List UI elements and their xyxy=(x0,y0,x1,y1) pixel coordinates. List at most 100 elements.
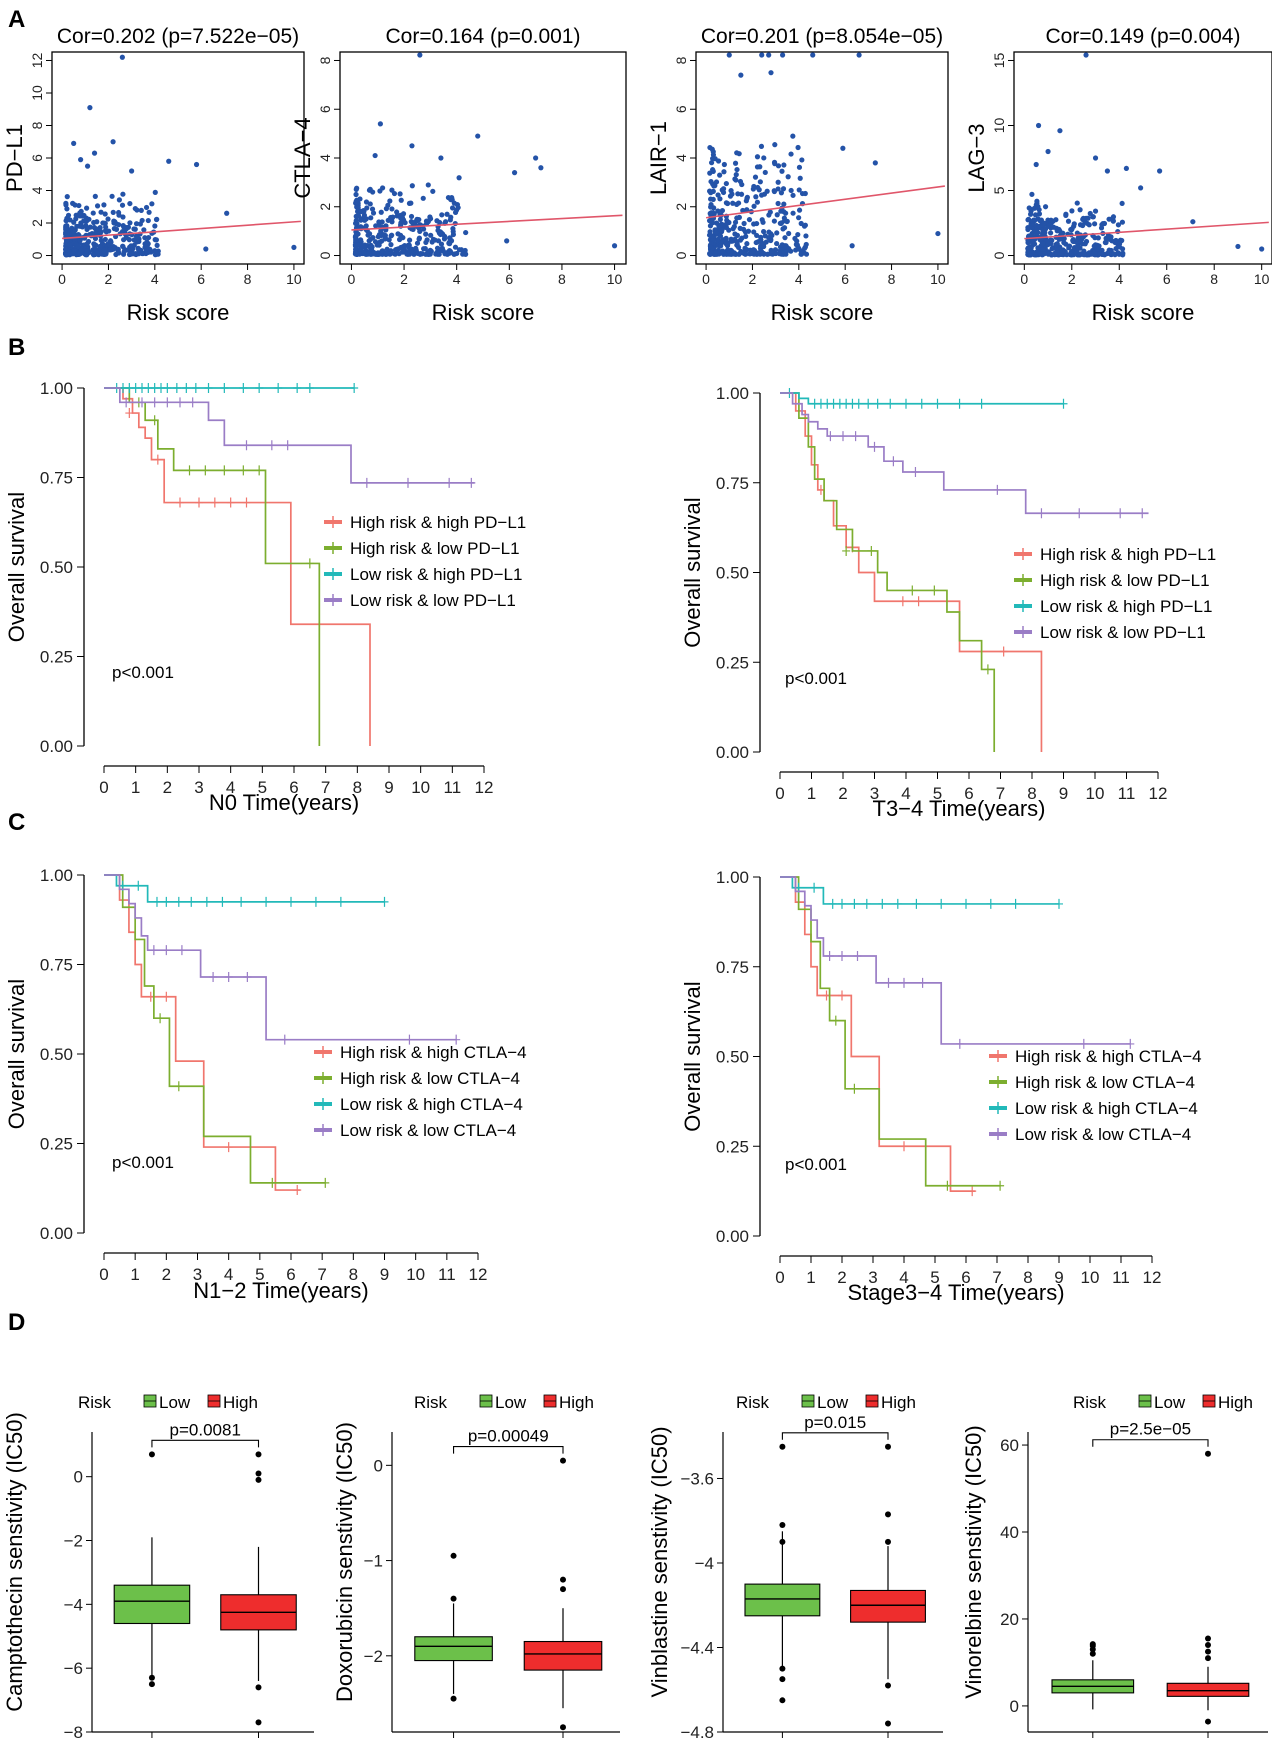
scatter-point xyxy=(354,185,360,191)
scatter-point xyxy=(367,244,373,250)
scatter-point xyxy=(778,190,785,196)
x-axis-label: N1−2 Time(years) xyxy=(193,1278,368,1303)
outlier-point xyxy=(885,1511,891,1518)
scatter-point xyxy=(423,239,429,246)
scatter-point xyxy=(63,252,69,258)
y-tick-label: 5 xyxy=(991,186,1007,194)
y-tick-label: 1.00 xyxy=(716,384,749,403)
outlier-point xyxy=(255,1684,262,1691)
scatter-point xyxy=(741,220,747,227)
y-tick-label: 0.25 xyxy=(716,1137,749,1156)
censor-mark xyxy=(243,972,252,983)
chart-c1: 0 1 2 3 4 5 6 7 8 9 10 11 120.000.250.500.751.00N1−2… xyxy=(4,866,527,1303)
censor-mark xyxy=(162,991,171,1002)
x-tick-label: 3 xyxy=(193,1265,202,1284)
censor-mark xyxy=(210,497,219,508)
censor-mark xyxy=(380,896,389,907)
scatter-point xyxy=(105,216,111,222)
scatter-point xyxy=(774,240,780,247)
censor-mark xyxy=(156,1013,165,1024)
censor-mark xyxy=(853,950,862,961)
scatter-point xyxy=(1048,230,1054,236)
scatter-point xyxy=(415,217,421,224)
scatter-point xyxy=(1025,246,1031,252)
scatter-point xyxy=(798,251,805,257)
censor-mark xyxy=(839,431,847,442)
scatter-point xyxy=(780,186,787,192)
censor-mark xyxy=(311,896,320,907)
y-tick-label: 0.25 xyxy=(716,653,749,672)
outlier-point xyxy=(1205,1718,1211,1725)
scatter-point xyxy=(775,179,781,185)
charts-layer: Cor=0.202 (p=7.522e−05)0 2 4 6 8 10024681012R… xyxy=(2,25,1272,1738)
censor-mark xyxy=(293,383,302,393)
chart-b2: 0 1 2 3 4 5 6 7 8 9 10 11 120.000.250.500.751.00T3−4… xyxy=(680,384,1216,821)
scatter-point xyxy=(774,230,780,236)
x-tick-label: 10 xyxy=(411,778,430,797)
scatter-point xyxy=(134,207,140,213)
legend-label: Low risk & high PD−L1 xyxy=(1040,597,1212,616)
legend-label: High risk & high CTLA−4 xyxy=(340,1043,527,1062)
y-tick-label: 6 xyxy=(317,105,333,113)
outlier-point xyxy=(560,1457,566,1464)
censor-mark xyxy=(893,898,902,909)
scatter-point xyxy=(751,229,757,235)
x-tick-label: 6 xyxy=(289,778,298,797)
legend-label: Low risk & low PD−L1 xyxy=(1040,623,1206,642)
censor-mark xyxy=(445,477,454,488)
scatter-point xyxy=(446,240,452,246)
y-tick-label: 0 xyxy=(374,1456,383,1475)
censor-mark xyxy=(188,397,197,408)
scatter-point xyxy=(1084,220,1090,226)
scatter-point xyxy=(788,151,794,157)
x-tick-label: 7 xyxy=(996,784,1005,803)
scatter-point xyxy=(203,246,209,252)
scatter-point xyxy=(611,243,618,249)
censor-mark xyxy=(305,558,314,569)
censor-mark xyxy=(293,1185,302,1196)
survival-curve-1 xyxy=(780,876,976,1192)
scatter-point xyxy=(121,237,127,243)
scatter-point xyxy=(76,202,82,209)
scatter-point xyxy=(781,225,788,231)
scatter-point xyxy=(72,202,78,208)
scatter-point xyxy=(786,245,792,252)
scatter-point xyxy=(1118,251,1124,257)
scatter-point xyxy=(790,133,796,139)
scatter-point xyxy=(71,140,77,146)
scatter-point xyxy=(116,197,122,203)
scatter-point xyxy=(1053,225,1060,231)
x-tick-label: 6 xyxy=(1163,271,1171,287)
legend-label: Low risk & high CTLA−4 xyxy=(340,1095,523,1114)
x-tick-label: 8 xyxy=(888,271,896,287)
scatter-point xyxy=(1119,200,1125,207)
scatter-point xyxy=(102,236,108,243)
y-tick-label: 4 xyxy=(673,154,689,162)
scatter-point xyxy=(78,157,84,163)
scatter-point xyxy=(414,240,421,246)
scatter-point xyxy=(727,193,734,199)
scatter-point xyxy=(141,227,147,233)
scatter-point xyxy=(1083,52,1089,58)
scatter-point xyxy=(1100,251,1107,257)
legend-label: Low xyxy=(495,1393,527,1412)
censor-mark xyxy=(842,545,851,556)
box-low xyxy=(113,1584,191,1625)
scatter-point xyxy=(1096,251,1103,257)
scatter-point xyxy=(78,223,84,229)
censor-mark xyxy=(900,1141,908,1152)
scatter-point xyxy=(1045,148,1051,155)
scatter-point xyxy=(728,236,734,242)
scatter-point xyxy=(840,145,846,151)
trend-line xyxy=(705,185,945,219)
trend-line xyxy=(351,214,623,231)
x-tick-label: 12 xyxy=(469,1265,488,1284)
scatter-point xyxy=(708,244,714,250)
scatter-point xyxy=(730,200,736,206)
legend-label: High risk & low CTLA−4 xyxy=(1015,1073,1195,1092)
scatter-point xyxy=(91,241,97,247)
scatter-point xyxy=(1065,218,1072,224)
scatter-point xyxy=(1123,165,1129,172)
x-tick-label: 9 xyxy=(380,1265,389,1284)
box-high xyxy=(1166,1682,1250,1697)
